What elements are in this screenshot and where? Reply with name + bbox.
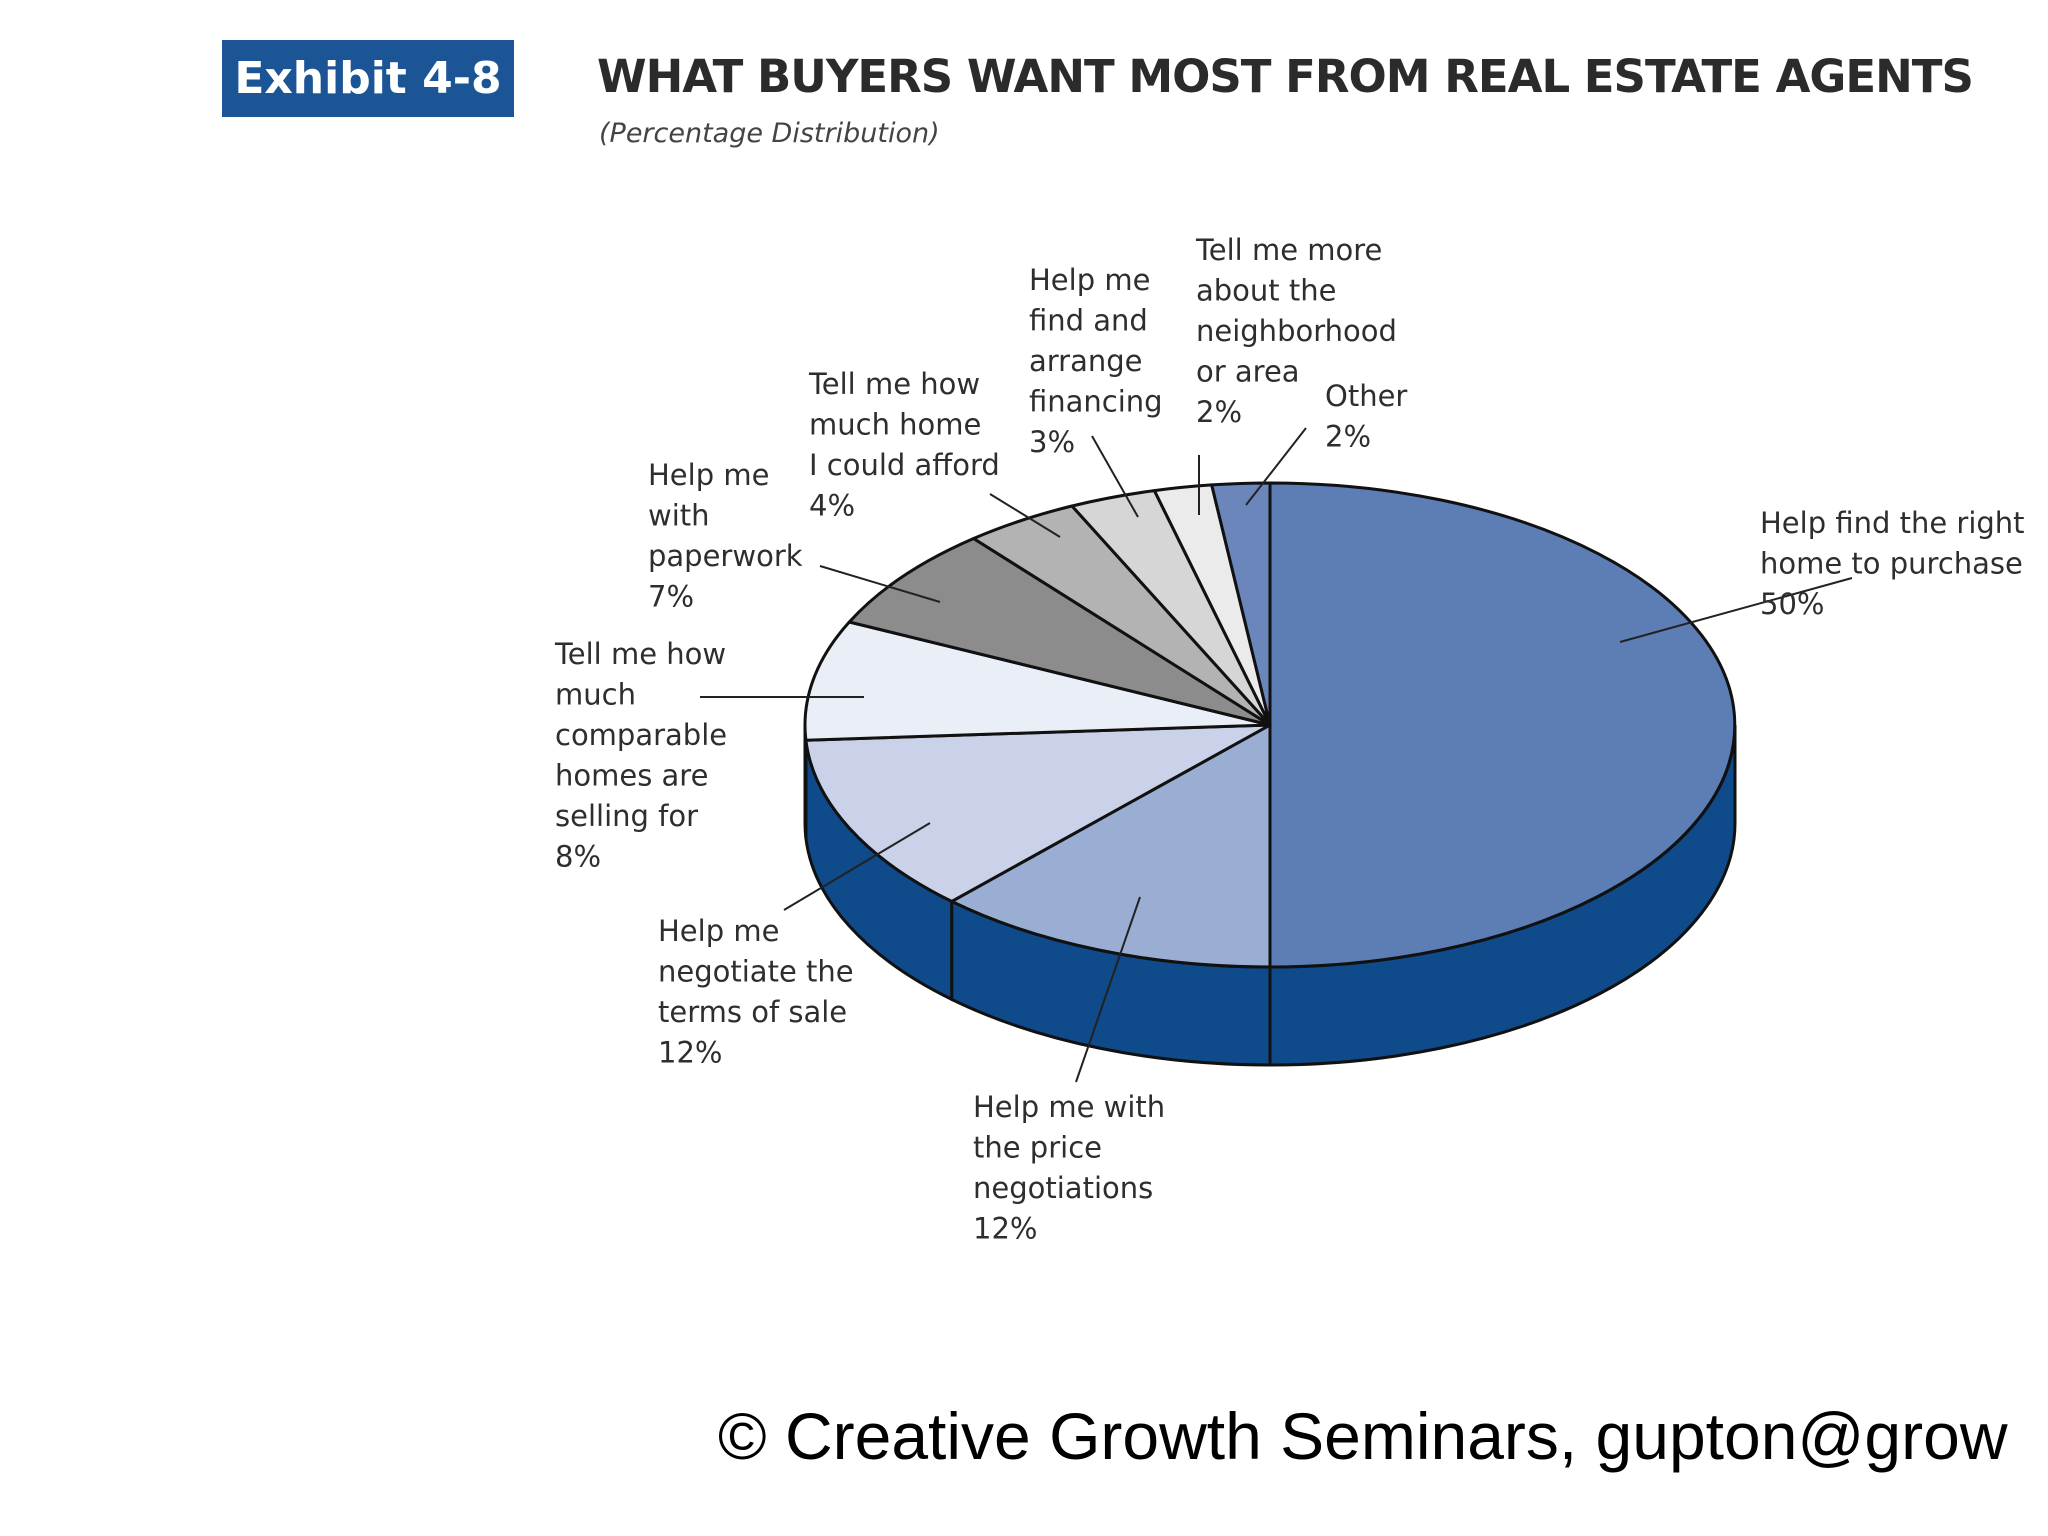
pie-slice-3 xyxy=(803,620,1272,742)
leader-lines xyxy=(700,427,1853,1083)
leader-line-4 xyxy=(819,565,941,603)
pie-slice-8 xyxy=(1210,481,1272,727)
exhibit-badge: Exhibit 4-8 xyxy=(222,40,514,117)
chart-subtitle: (Percentage Distribution) xyxy=(599,118,940,149)
leader-line-2 xyxy=(783,822,931,911)
slice-label-5: Tell me how much home I could afford 4% xyxy=(808,367,1000,523)
slice-label-8: Other 2% xyxy=(1325,379,1407,454)
pie-slice-0 xyxy=(1268,481,1737,969)
slice-label-3: Tell me how much comparable homes are sellin… xyxy=(554,637,727,874)
pie-slice-1 xyxy=(950,723,1272,969)
slice-label-4: Help me with paperwork 7% xyxy=(648,458,803,614)
copyright-footer: © Creative Growth Seminars, gupton@grow xyxy=(718,1399,2008,1473)
leader-line-1 xyxy=(1075,896,1141,1083)
slice-label-7: Tell me more about the neighborhood or area… xyxy=(1195,233,1397,429)
slice-label-1: Help me with the price negotiations 12% xyxy=(973,1090,1165,1246)
pie-slice-4 xyxy=(847,537,1272,727)
leader-line-0 xyxy=(1619,577,1853,643)
slice-label-0: Help find the right home to purchase 50% xyxy=(1760,506,2025,621)
leader-line-8 xyxy=(1245,427,1307,506)
leader-line-6 xyxy=(1091,435,1139,518)
slice-label-6: Help me find and arrange financing 3% xyxy=(1029,263,1163,459)
leader-line-5 xyxy=(989,493,1061,538)
pie-slices xyxy=(803,481,1737,969)
pie-slice-2 xyxy=(804,723,1272,903)
slice-label-2: Help me negotiate the terms of sale 12% xyxy=(658,914,854,1070)
slice-labels: Help find the right home to purchase 50% He… xyxy=(554,233,2025,1246)
chart-title: WHAT BUYERS WANT MOST FROM REAL ESTATE A… xyxy=(597,50,1974,103)
